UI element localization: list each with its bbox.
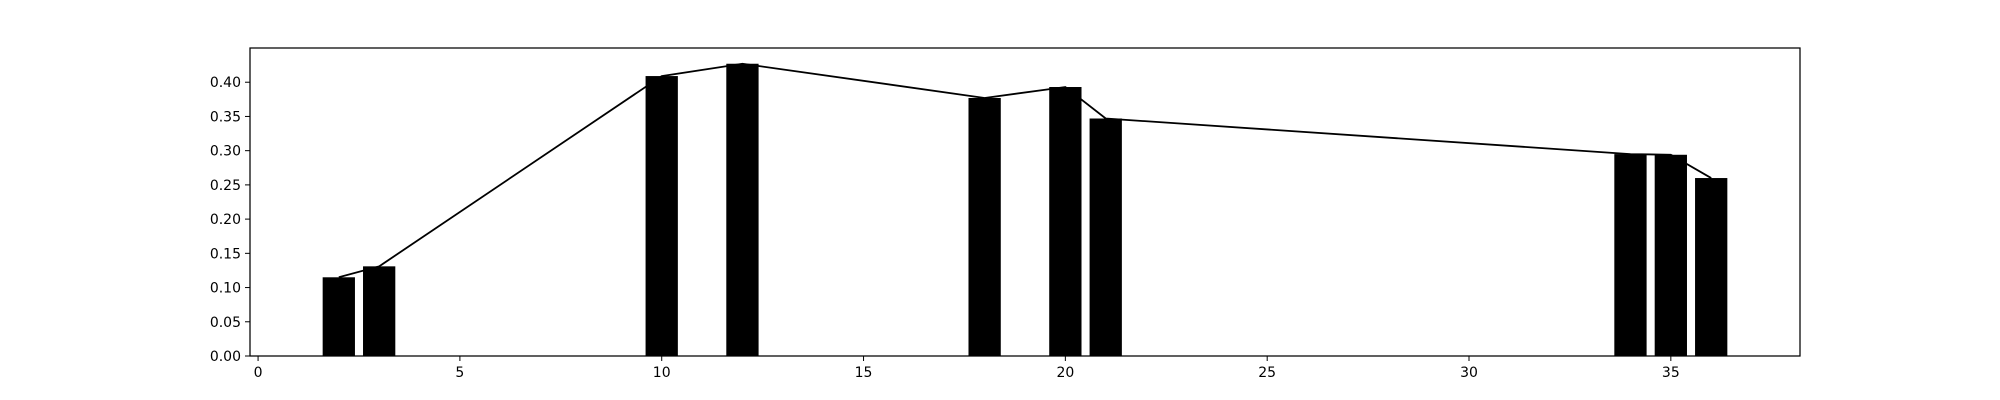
x-tick-label: 25 [1258,365,1276,381]
bar-35 [1654,154,1687,356]
x-tick-label: 5 [455,365,464,381]
y-tick-label: 0.40 [210,75,241,91]
bar-18 [968,97,1001,357]
bar-3 [363,266,396,356]
y-tick-label: 0.25 [210,178,241,194]
y-tick-label: 0.15 [210,246,241,262]
y-tick-label: 0.00 [210,349,241,365]
plot-area [322,62,1728,357]
x-tick-label: 20 [1056,365,1074,381]
y-tick-label: 0.35 [210,109,241,125]
bar-36 [1695,178,1728,356]
y-tick-label: 0.10 [210,281,241,297]
y-tick-label: 0.20 [210,212,241,228]
bar-12 [726,63,759,357]
y-tick-label: 0.05 [210,315,241,331]
y-ticks: 0.00 0.05 0.10 0.15 0.20 0.25 0.30 0.35 0.40 [210,75,250,365]
bar-10 [645,76,678,356]
axes-frame [249,47,1801,357]
x-tick-label: 15 [855,365,873,381]
bar-34 [1614,154,1647,356]
x-ticks: 0 5 10 15 20 25 30 35 [254,356,1680,381]
x-tick-label: 35 [1662,365,1680,381]
series-line [338,62,1712,279]
x-tick-label: 30 [1460,365,1478,381]
x-tick-label: 0 [254,365,263,381]
x-tick-label: 10 [653,365,671,381]
bar-21 [1089,118,1122,356]
bar-2 [322,277,355,356]
axes [249,47,1801,357]
y-tick-label: 0.30 [210,144,241,160]
bar-20 [1049,87,1082,356]
